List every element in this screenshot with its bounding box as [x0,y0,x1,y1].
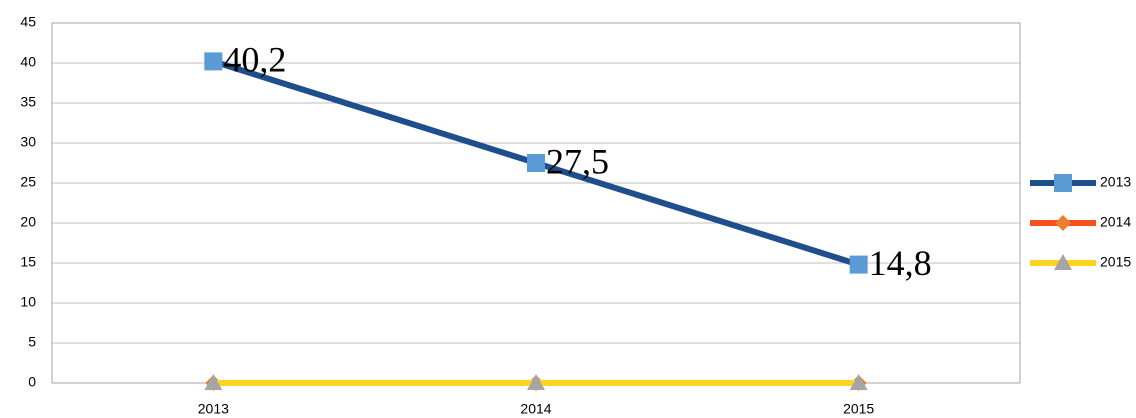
marker [204,52,223,71]
y-tick-label: 5 [28,334,36,350]
data-label: 40,2 [223,40,286,80]
plot-border [51,22,1021,384]
marker [1054,174,1072,192]
marker [1054,254,1072,270]
marker [527,154,545,172]
y-tick-label: 15 [20,254,36,270]
legend-label: 2013 [1100,174,1131,190]
x-tick-label: 2014 [520,401,551,417]
x-tick-label: 2013 [198,401,229,417]
y-tick-label: 25 [20,174,36,190]
y-tick-label: 20 [20,214,36,230]
y-tick-label: 30 [20,134,36,150]
x-tick-label: 2015 [843,401,874,417]
data-label: 14,8 [869,243,932,283]
marker [1055,215,1071,231]
marker [527,374,545,390]
y-tick-label: 10 [20,294,36,310]
y-tick-label: 35 [20,94,36,110]
marker [849,374,868,390]
y-tick-label: 45 [20,14,36,30]
y-tick-label: 0 [28,374,36,390]
marker [849,255,868,274]
legend-label: 2014 [1100,214,1131,230]
marker [204,374,223,390]
y-tick-label: 40 [20,54,36,70]
legend-label: 2015 [1100,254,1131,270]
data-label: 27,5 [546,141,609,181]
